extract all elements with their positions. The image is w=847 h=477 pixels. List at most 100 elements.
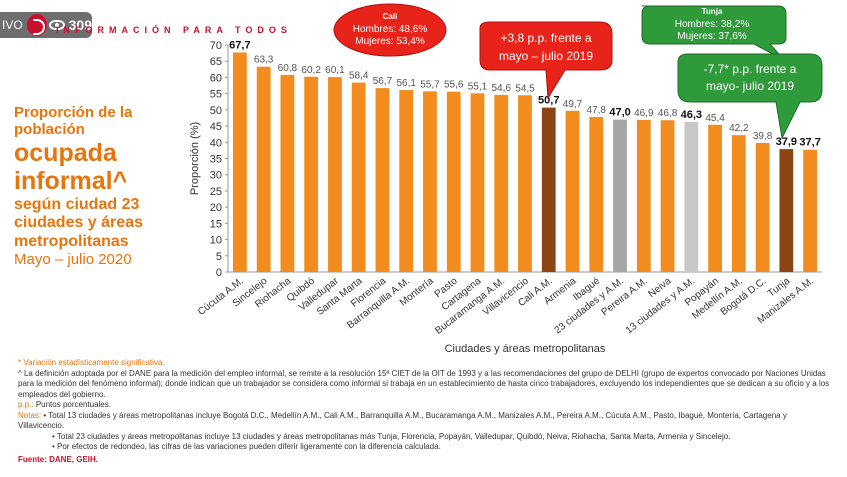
notes-label: Notas: <box>18 410 42 420</box>
note-definition-text: ^ La definición adoptada por el DANE par… <box>18 368 830 399</box>
tunja-change-line-1: -7,7* p.p. frente a <box>704 62 797 76</box>
note-13-cities: Notas: • Total 13 ciudades y áreas metro… <box>18 411 833 432</box>
cali-change-line-1: +3,8 p.p. frente a <box>500 31 591 45</box>
data-label: 58,4 <box>349 71 369 82</box>
y-tick-label: 65 <box>210 56 222 68</box>
bar <box>351 82 366 272</box>
bar <box>565 110 580 272</box>
bar <box>731 135 746 272</box>
note-significance: * Variación estadísticamente significati… <box>18 358 165 367</box>
y-tick-label: 25 <box>210 186 222 198</box>
data-label: 49,7 <box>563 99 583 110</box>
cali-change-line-2: mayo – julio 2019 <box>499 49 593 63</box>
data-label: 46,9 <box>634 108 654 119</box>
bar <box>494 94 509 272</box>
tunja-change-line-2: mayo- julio 2019 <box>706 79 794 93</box>
data-label: 50,7 <box>538 95 559 107</box>
data-label: 47,0 <box>609 107 630 119</box>
chart-callouts: Cali Hombres: 48,6% Mujeres: 53,4% +3,8 … <box>333 3 823 140</box>
live-views-badge[interactable]: IVO 309 <box>0 12 92 38</box>
header-tagline: INFORMACIÓN PARA TODOS <box>56 25 292 35</box>
data-label: 47,8 <box>587 105 607 116</box>
footnotes: * Variación estadísticamente significati… <box>18 358 833 465</box>
data-label: 54,6 <box>492 83 512 94</box>
cali-callout-men: Hombres: 48,6% <box>353 24 428 35</box>
data-label: 45,4 <box>705 113 725 124</box>
bar <box>613 119 627 272</box>
y-tick-label: 20 <box>210 202 222 214</box>
bar <box>684 121 699 272</box>
tunja-change-callout: -7,7* p.p. frente a mayo- julio 2019 <box>677 53 823 140</box>
data-label: 55,7 <box>420 79 440 90</box>
data-label: 60,2 <box>301 65 321 76</box>
data-label: 46,3 <box>681 109 702 121</box>
y-tick-label: 5 <box>216 251 222 263</box>
data-label: 39,8 <box>753 131 773 142</box>
bar <box>708 124 722 272</box>
bar <box>660 120 675 272</box>
x-axis-title: Ciudades y áreas metropolitanas <box>445 343 606 355</box>
y-tick-label: 0 <box>216 267 222 279</box>
data-label: 63,3 <box>254 55 274 66</box>
tunja-callout-women: Mujeres: 37,6% <box>677 31 747 42</box>
bar <box>232 52 247 272</box>
y-tick-label: 70 <box>210 40 222 52</box>
data-label: 42,2 <box>729 123 749 134</box>
y-tick-label: 35 <box>210 154 222 166</box>
data-label: 60,8 <box>278 63 298 74</box>
dane-logo-icon <box>26 14 48 36</box>
bar <box>470 93 485 272</box>
bar <box>256 66 271 272</box>
title-line-2: ocupada informal^ <box>14 138 128 196</box>
bar <box>328 77 342 273</box>
tunja-callout-title: Tunja <box>702 7 723 16</box>
title-line-1: Proporción de la población <box>14 104 133 139</box>
data-label: 60,1 <box>325 65 345 76</box>
bar <box>589 116 604 273</box>
y-tick-label: 10 <box>210 235 222 247</box>
bar <box>636 119 651 272</box>
y-tick-label: 40 <box>210 137 222 149</box>
view-count: 309 <box>68 17 92 33</box>
cali-callout-title: Cali <box>383 12 398 21</box>
data-label: 67,7 <box>229 39 250 51</box>
bar <box>423 91 437 272</box>
slide-title: Proporción de la población ocupada infor… <box>14 104 184 268</box>
y-tick-label: 50 <box>210 105 222 117</box>
bar <box>541 107 556 272</box>
live-label: IVO <box>2 18 23 32</box>
note-23-cities: • Total 23 ciudades y áreas metropolitan… <box>52 431 731 441</box>
cali-callout-women: Mujeres: 53,4% <box>355 36 425 47</box>
tunja-gender-callout: Tunja Hombres: 38,2% Mujeres: 37,6% <box>641 5 787 61</box>
bar <box>304 76 319 272</box>
data-label: 54,5 <box>515 83 535 94</box>
note-pp-label: p.p.: <box>18 400 34 410</box>
eye-icon <box>49 20 65 30</box>
data-label: 56,7 <box>373 76 393 87</box>
bar <box>518 95 532 272</box>
data-label: 56,1 <box>396 78 416 89</box>
data-label: 46,8 <box>658 108 678 119</box>
data-label: 37,7 <box>799 137 820 149</box>
source-note: Fuente: DANE, GEIH. <box>18 454 99 464</box>
note-13-text: • Total 13 ciudades y áreas metropolitan… <box>18 410 787 431</box>
note-pp: p.p.: Puntos porcentuales. <box>18 400 833 411</box>
cali-change-callout: +3,8 p.p. frente a mayo – julio 2019 <box>479 21 613 100</box>
note-definition: ^ La definición adoptada por el DANE par… <box>18 369 833 401</box>
bar <box>803 149 818 272</box>
note-pp-text: Puntos porcentuales. <box>35 400 111 410</box>
bar <box>280 74 295 272</box>
y-tick-label: 15 <box>210 218 222 230</box>
cali-gender-callout: Cali Hombres: 48,6% Mujeres: 53,4% <box>333 3 447 57</box>
bar <box>399 90 414 272</box>
y-axis-title: Proporción (%) <box>189 122 201 195</box>
tunja-callout-men: Hombres: 38,2% <box>675 19 750 30</box>
y-tick-label: 55 <box>210 89 222 101</box>
data-label: 55,6 <box>444 80 464 91</box>
note-rounding: • Por efectos de redondeo, las cifras de… <box>52 442 441 452</box>
chart-axes: 0 5 10 15 20 25 30 35 40 45 50 55 60 65 70 Proporción (… <box>189 40 822 355</box>
data-label: 37,9 <box>776 136 797 148</box>
title-line-4: Mayo – julio 2020 <box>14 251 132 269</box>
